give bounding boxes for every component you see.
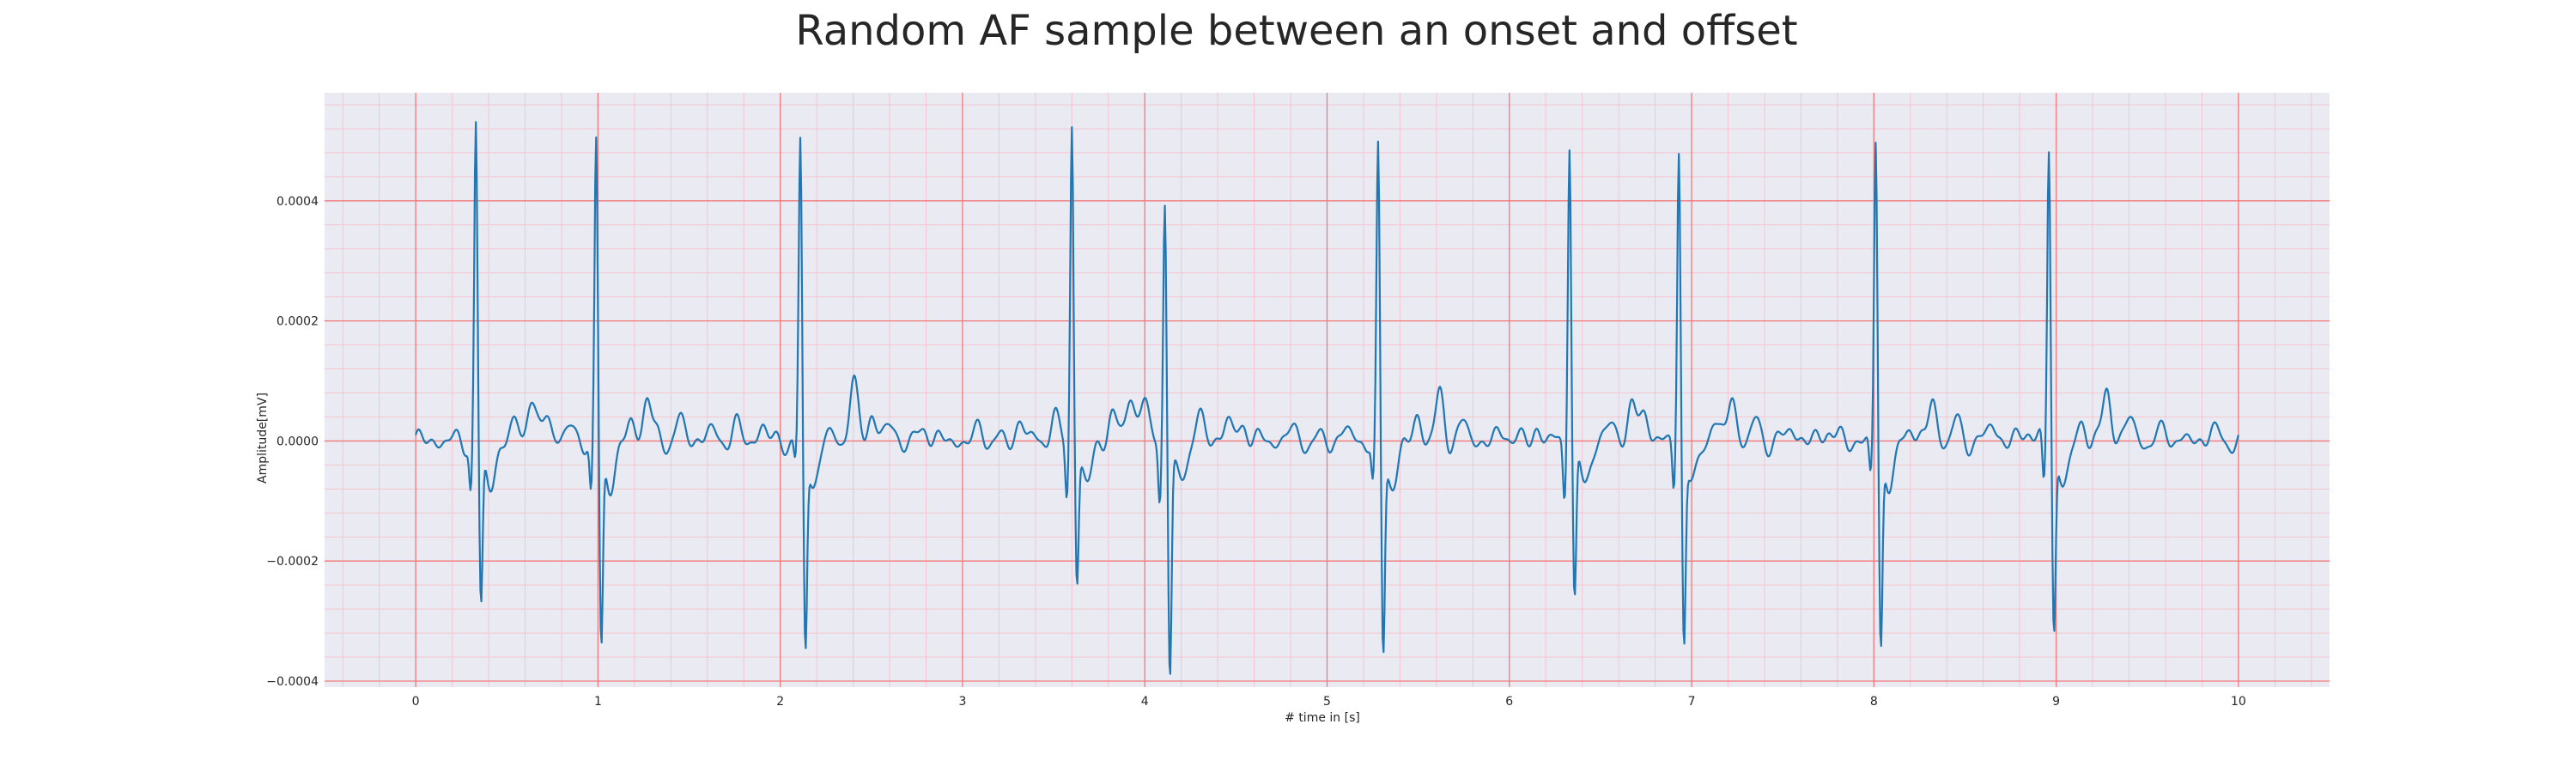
x-tick-label: 8 [1870, 695, 1878, 709]
x-axis-label: # time in [s] [1285, 711, 1360, 725]
y-tick-label: −0.0004 [266, 675, 319, 689]
x-tick-label: 10 [2231, 695, 2246, 709]
y-tick-label: 0.0000 [276, 435, 319, 448]
x-tick-label: 0 [412, 695, 420, 709]
x-tick-label: 3 [958, 695, 966, 709]
x-tick-label: 7 [1688, 695, 1696, 709]
x-tick-label: 2 [776, 695, 784, 709]
y-tick-labels: −0.0004 −0.0002 0.0000 0.0002 0.0004 [266, 195, 319, 689]
x-tick-label: 5 [1323, 695, 1331, 709]
x-tick-label: 4 [1141, 695, 1149, 709]
y-tick-label: 0.0004 [276, 195, 319, 209]
x-tick-labels: 0 1 2 3 4 5 6 7 8 9 10 [412, 695, 2246, 709]
y-tick-label: 0.0002 [276, 315, 319, 329]
y-axis-label: Amplitude[mV] [256, 393, 270, 484]
x-tick-label: 9 [2052, 695, 2060, 709]
x-tick-label: 6 [1505, 695, 1513, 709]
chart-title: Random AF sample between an onset and of… [795, 7, 1797, 55]
major-grid [325, 93, 2330, 687]
ecg-signal-line [415, 121, 2239, 675]
x-tick-label: 1 [594, 695, 602, 709]
y-tick-label: −0.0002 [266, 555, 319, 569]
